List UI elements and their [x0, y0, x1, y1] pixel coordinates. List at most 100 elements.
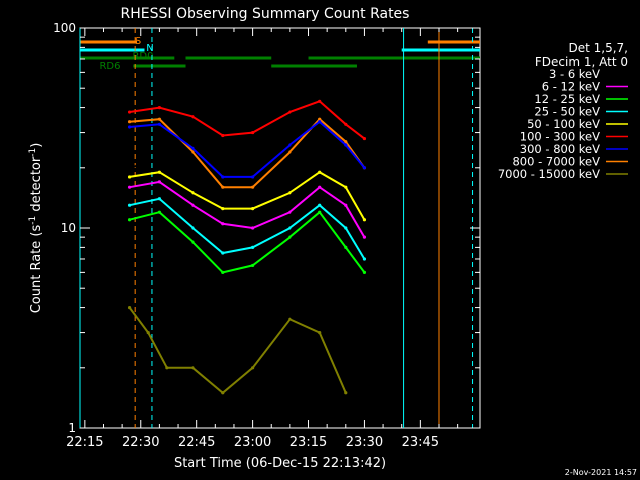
series-point — [127, 203, 132, 207]
legend-entry-label: 800 - 7000 keV — [512, 155, 600, 169]
series-point — [191, 191, 195, 195]
series-point — [362, 218, 367, 222]
legend-entry-label: 6 - 12 keV — [542, 80, 600, 94]
series-point — [362, 257, 367, 261]
series-point — [362, 235, 367, 239]
x-tick-label: 22:45 — [178, 435, 215, 450]
y-axis-label-end: ) — [29, 143, 44, 148]
series-point — [288, 110, 292, 114]
series-point — [344, 143, 348, 147]
series-point — [146, 330, 150, 335]
series-point — [318, 203, 322, 207]
series-point — [191, 203, 195, 207]
series-point — [344, 226, 348, 230]
series-point — [157, 105, 162, 110]
series-point — [191, 115, 195, 119]
series-point — [157, 157, 162, 162]
series-point — [191, 226, 195, 230]
series-point — [318, 99, 322, 103]
series-point — [127, 166, 132, 170]
flag-bar-label: S — [135, 36, 141, 47]
flag-bar-label: N — [146, 43, 153, 54]
series-point — [191, 146, 195, 151]
y-axis-label-sup2: -1 — [28, 148, 38, 157]
x-tick-label: 23:30 — [346, 435, 383, 450]
legend-header-2: FDecim 1, Att 0 — [535, 55, 628, 69]
series-point — [344, 122, 348, 126]
legend-header-1: Det 1,5,7, — [569, 41, 629, 55]
y-axis-label-sup1: -1 — [28, 216, 38, 225]
series-point — [221, 175, 225, 179]
series-point — [362, 166, 367, 170]
series-point — [362, 270, 367, 274]
y-axis-label: Count Rate (s-1 detector-1) — [28, 143, 44, 314]
series-point — [157, 170, 162, 174]
series-point — [251, 130, 255, 135]
series-point — [127, 175, 132, 179]
series-point — [157, 122, 162, 126]
series-point — [318, 170, 322, 174]
series-point — [191, 366, 195, 370]
series-point — [165, 366, 169, 370]
series-point — [318, 185, 322, 189]
series-point — [251, 263, 255, 268]
series-point — [344, 175, 348, 179]
x-tick-label: 23:45 — [402, 435, 439, 450]
legend-entry-label: 25 - 50 keV — [534, 105, 600, 119]
y-axis-label-main: Count Rate (s — [29, 225, 44, 314]
x-tick-label: 22:30 — [122, 435, 159, 450]
series-point — [288, 317, 292, 321]
series-point — [288, 210, 292, 214]
series-point — [191, 175, 195, 179]
series-point — [127, 185, 132, 189]
series-point — [191, 150, 195, 154]
y-axis-label-mid: detector — [29, 156, 44, 216]
series-point — [127, 120, 132, 124]
series-point — [288, 143, 292, 147]
series-point — [344, 391, 348, 395]
series-point — [288, 150, 292, 154]
legend-entry-label: 3 - 6 keV — [549, 67, 600, 81]
series-point — [362, 210, 367, 214]
series-point — [251, 185, 255, 189]
y-tick-label: 100 — [53, 21, 76, 35]
series-point — [344, 245, 348, 249]
legend-entry-label: 12 - 25 keV — [534, 92, 600, 106]
series-point — [344, 203, 348, 207]
series-point — [221, 207, 225, 211]
series-point — [288, 226, 292, 230]
x-axis-ticks: 22:15 22:30 22:45 23:00 23:15 23:30 23:45 — [66, 28, 459, 450]
legend-entry-label: 7000 - 15000 keV — [498, 167, 600, 181]
series-point — [251, 245, 255, 249]
series-point — [288, 191, 292, 195]
series-point — [251, 226, 255, 230]
y-tick-label: 1 — [68, 421, 76, 435]
series-point — [344, 185, 348, 189]
series-point — [127, 305, 132, 310]
series-point — [251, 191, 255, 195]
series-point — [157, 117, 162, 121]
series-point — [318, 210, 322, 214]
x-tick-label: 23:15 — [290, 435, 327, 450]
series-point — [251, 207, 255, 211]
x-tick-label: 23:00 — [234, 435, 271, 450]
series-point — [221, 222, 225, 226]
series-point — [127, 110, 132, 114]
flag-bar-label: RD0 — [132, 51, 153, 62]
series-point — [157, 210, 162, 214]
series-point — [221, 251, 225, 255]
series-point — [318, 330, 322, 335]
series-point — [362, 136, 367, 141]
y-tick-label: 10 — [61, 221, 76, 235]
flag-bar-label: RD6 — [99, 61, 120, 72]
chart-title: RHESSI Observing Summary Count Rates — [121, 6, 410, 22]
series-point — [127, 218, 132, 222]
series-point — [251, 175, 255, 179]
series-point — [127, 125, 132, 129]
x-tick-label: 22:15 — [66, 435, 103, 450]
series-point — [221, 270, 225, 274]
